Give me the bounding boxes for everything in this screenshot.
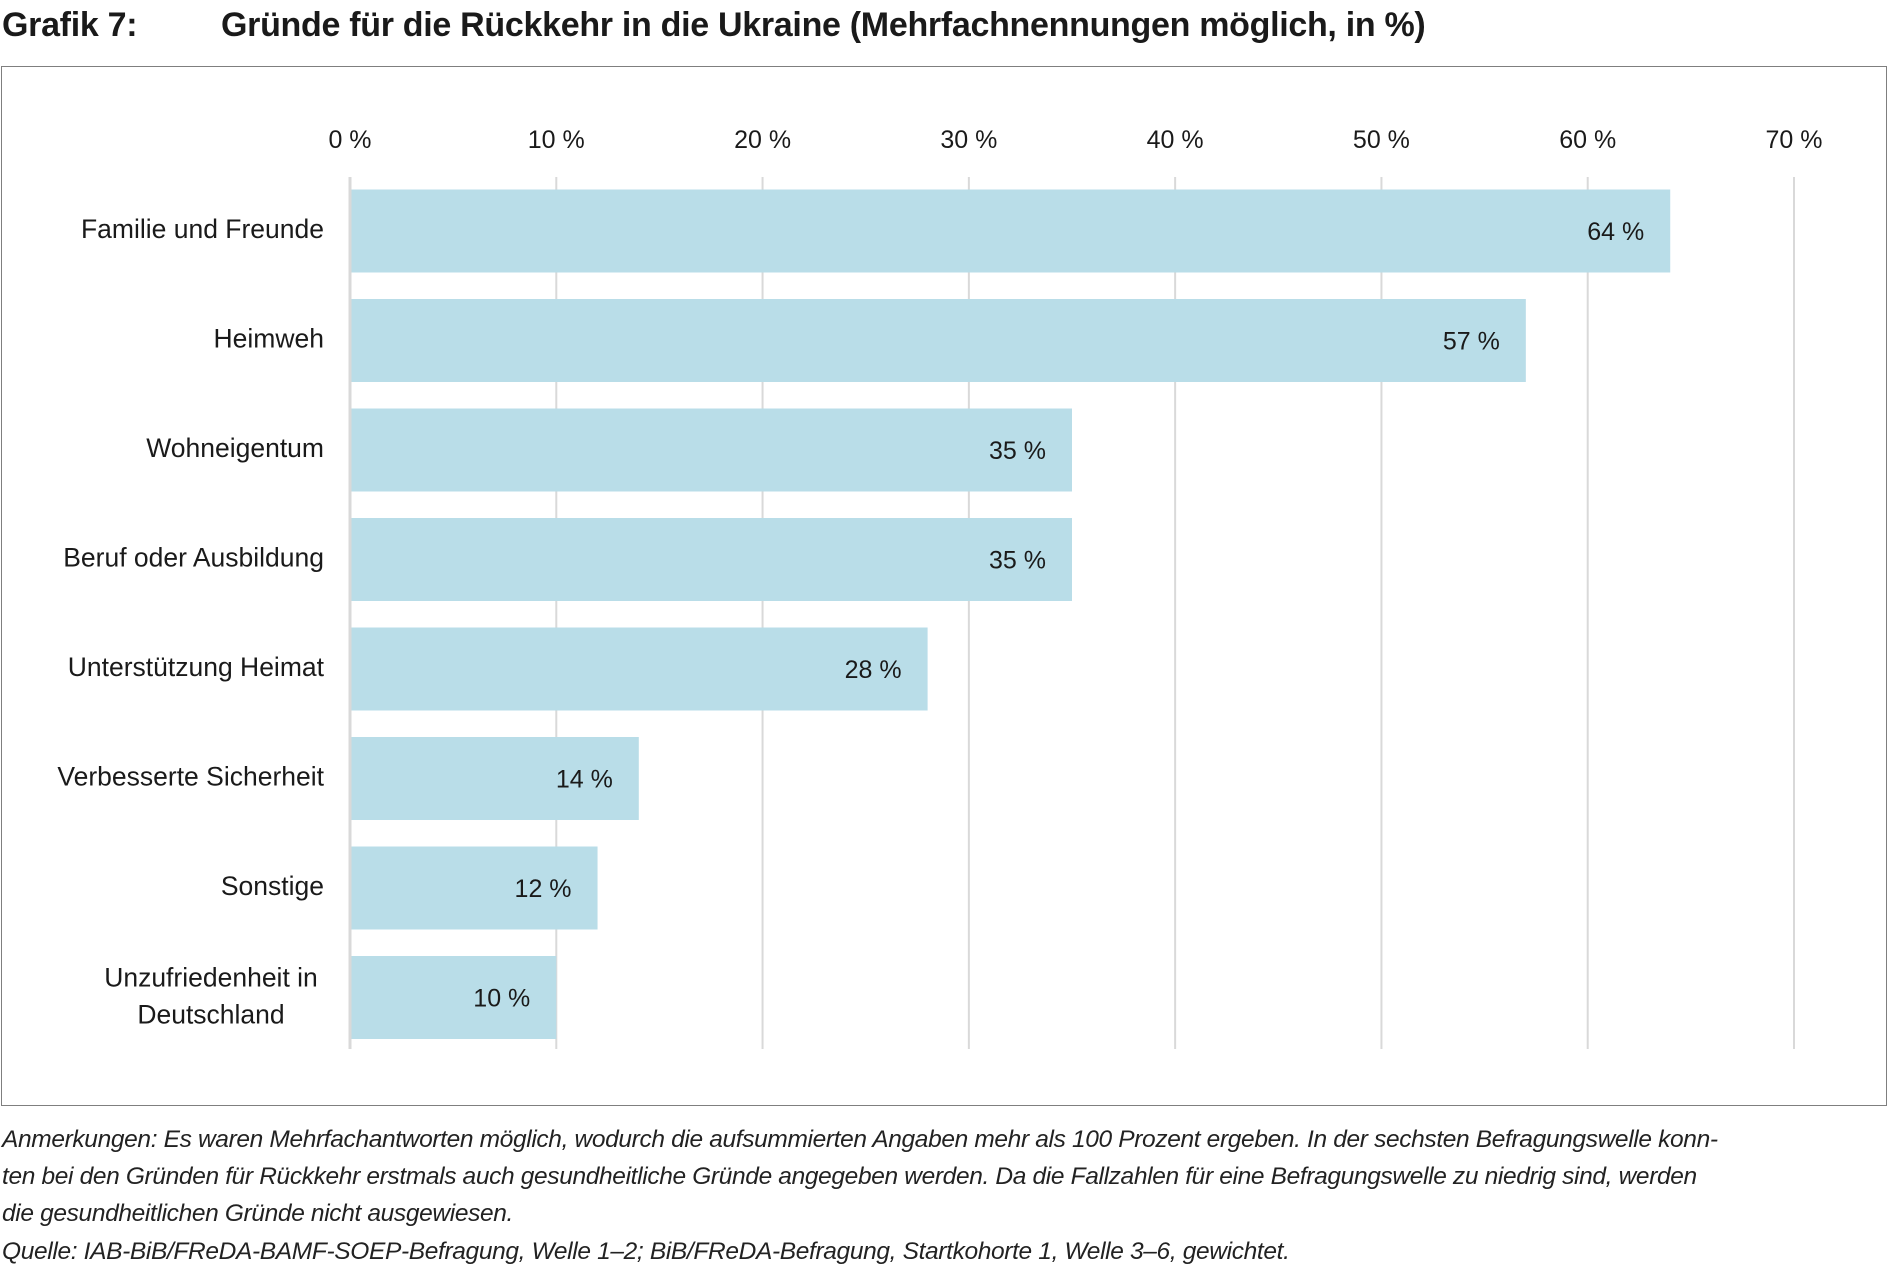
chart-notes: Anmerkungen: Es waren Mehrfachantworten … — [2, 1121, 1888, 1232]
x-tick-label: 0 % — [328, 126, 371, 154]
data-label: 64 % — [1587, 218, 1644, 246]
category-label: Familie und Freunde — [81, 214, 324, 244]
notes-line-1: Anmerkungen: Es waren Mehrfachantworten … — [2, 1126, 1718, 1153]
bar — [350, 846, 598, 930]
data-label: 28 % — [845, 656, 902, 684]
notes-line-3: die gesundheitlichen Gründe nicht ausgew… — [2, 1200, 514, 1227]
category-label: Unterstützung Heimat — [68, 652, 325, 682]
chart-frame: 0 % 10 % 20 % 30 % 40 % 50 % 60 % 70 % 64 % Famil… — [1, 66, 1887, 1106]
x-tick-label: 20 % — [734, 126, 791, 154]
x-tick-label: 60 % — [1559, 126, 1616, 154]
category-label: Verbesserte Sicherheit — [57, 762, 324, 792]
category-label: Beruf oder Ausbildung — [63, 543, 324, 573]
bar — [350, 627, 928, 711]
bar — [350, 408, 1072, 492]
category-label: Sonstige — [221, 871, 324, 901]
x-tick-label: 70 % — [1766, 126, 1823, 154]
notes-line-2: ten bei den Gründen für Rückkehr erstmal… — [2, 1163, 1697, 1190]
category-label: Wohneigentum — [146, 433, 324, 463]
x-tick-label: 40 % — [1147, 126, 1204, 154]
bar — [350, 189, 1671, 273]
bar — [350, 737, 639, 820]
data-label: 12 % — [515, 875, 572, 903]
data-label: 10 % — [473, 985, 530, 1013]
x-tick-label: 50 % — [1353, 126, 1410, 154]
figure-title: Gründe für die Rückkehr in die Ukraine (… — [221, 6, 1426, 44]
chart-source: Quelle: IAB-BiB/FReDA-BAMF-SOEP-Befragun… — [2, 1238, 1290, 1265]
bar — [350, 518, 1072, 601]
bar — [350, 956, 557, 1039]
bar — [350, 299, 1526, 382]
bar-chart: 0 % 10 % 20 % 30 % 40 % 50 % 60 % 70 % 64 % Famil… — [57, 126, 1823, 1049]
category-label: Heimweh — [214, 324, 324, 354]
data-label: 57 % — [1443, 328, 1500, 356]
figure-title-row: Grafik 7: Gründe für die Rückkehr in die… — [0, 6, 1890, 56]
category-label: Unzufriedenheit in Deutschland — [104, 963, 318, 1030]
data-label: 14 % — [556, 766, 613, 794]
data-label: 35 % — [989, 437, 1046, 465]
x-tick-label: 30 % — [940, 126, 997, 154]
figure-number: Grafik 7: — [2, 6, 138, 44]
data-label: 35 % — [989, 547, 1046, 575]
x-tick-label: 10 % — [528, 126, 585, 154]
